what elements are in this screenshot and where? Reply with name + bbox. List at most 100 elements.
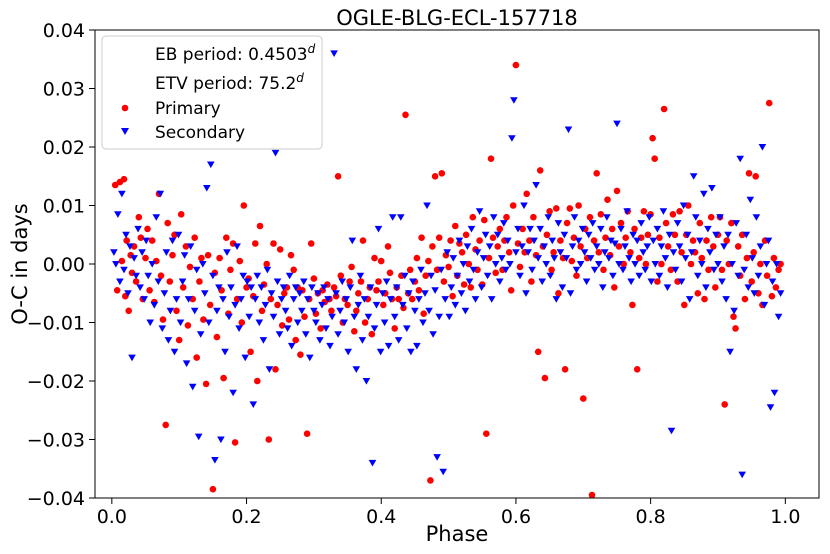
primary-point bbox=[395, 295, 403, 303]
secondary-point bbox=[120, 266, 128, 274]
primary-point bbox=[765, 99, 773, 107]
secondary-point bbox=[142, 237, 150, 245]
primary-point bbox=[435, 234, 443, 241]
y-tick-label: −0.04 bbox=[27, 488, 85, 510]
primary-point bbox=[721, 401, 728, 408]
secondary-point bbox=[706, 249, 714, 256]
x-axis-title: Phase bbox=[426, 522, 489, 546]
secondary-point bbox=[661, 255, 670, 262]
secondary-point bbox=[772, 261, 781, 268]
secondary-point bbox=[241, 354, 249, 362]
secondary-point bbox=[231, 301, 239, 309]
primary-point bbox=[386, 269, 394, 277]
secondary-point bbox=[546, 272, 555, 280]
secondary-point bbox=[265, 366, 274, 373]
primary-point bbox=[132, 278, 140, 285]
secondary-point bbox=[508, 135, 516, 142]
secondary-point bbox=[170, 348, 179, 356]
secondary-point bbox=[233, 243, 241, 250]
primary-point bbox=[469, 213, 477, 221]
primary-point bbox=[586, 213, 594, 221]
secondary-point bbox=[748, 255, 757, 262]
secondary-point bbox=[380, 319, 389, 327]
secondary-point bbox=[110, 249, 118, 256]
primary-point bbox=[701, 295, 708, 303]
primary-point bbox=[258, 307, 266, 315]
primary-point bbox=[209, 485, 217, 493]
secondary-point bbox=[326, 342, 334, 350]
primary-point bbox=[330, 284, 338, 291]
primary-point bbox=[328, 307, 335, 315]
primary-point bbox=[377, 257, 385, 265]
secondary-point bbox=[205, 319, 213, 327]
legend-primary-marker bbox=[121, 104, 129, 112]
secondary-point bbox=[722, 296, 730, 303]
primary-point bbox=[487, 155, 495, 162]
primary-point bbox=[278, 322, 286, 329]
secondary-point bbox=[605, 255, 613, 262]
secondary-point bbox=[621, 243, 629, 250]
primary-point bbox=[707, 213, 715, 221]
secondary-point bbox=[390, 313, 399, 321]
secondary-point bbox=[439, 468, 447, 476]
secondary-point bbox=[176, 319, 185, 327]
secondary-point bbox=[338, 278, 346, 286]
secondary-point bbox=[641, 266, 649, 274]
primary-point bbox=[476, 237, 483, 244]
legend-secondary-marker bbox=[121, 128, 129, 135]
secondary-point bbox=[469, 266, 478, 274]
primary-point bbox=[361, 319, 369, 326]
secondary-point bbox=[310, 307, 318, 315]
secondary-point bbox=[237, 296, 245, 303]
secondary-point bbox=[615, 261, 623, 268]
secondary-point bbox=[481, 231, 490, 239]
secondary-point bbox=[166, 307, 175, 315]
secondary-point bbox=[388, 214, 397, 221]
secondary-point bbox=[530, 237, 538, 245]
secondary-point bbox=[536, 225, 544, 233]
primary-point bbox=[752, 173, 759, 180]
secondary-point bbox=[576, 261, 585, 268]
primary-point bbox=[563, 219, 571, 227]
secondary-point bbox=[633, 237, 641, 245]
secondary-point bbox=[190, 307, 199, 315]
primary-point bbox=[503, 213, 510, 221]
primary-point bbox=[489, 234, 497, 241]
primary-point bbox=[519, 225, 526, 233]
primary-point bbox=[485, 254, 493, 262]
secondary-point bbox=[213, 307, 221, 315]
secondary-point bbox=[247, 284, 255, 291]
secondary-point bbox=[279, 284, 288, 291]
primary-point bbox=[698, 254, 706, 262]
secondary-point bbox=[423, 202, 431, 210]
primary-point bbox=[750, 249, 757, 256]
secondary-point bbox=[574, 237, 583, 245]
secondary-point bbox=[295, 290, 304, 297]
secondary-point bbox=[643, 243, 652, 250]
secondary-point bbox=[304, 296, 312, 303]
primary-point bbox=[757, 260, 764, 268]
secondary-point bbox=[243, 278, 251, 286]
primary-point bbox=[357, 278, 365, 285]
legend-box bbox=[101, 35, 323, 150]
secondary-point bbox=[409, 278, 417, 286]
primary-point bbox=[509, 202, 517, 209]
primary-point bbox=[705, 266, 712, 274]
secondary-point bbox=[112, 261, 120, 268]
primary-point bbox=[536, 167, 544, 174]
secondary-point bbox=[542, 261, 550, 268]
primary-point bbox=[728, 219, 735, 227]
primary-point bbox=[507, 287, 515, 294]
legend-primary-label: Primary bbox=[155, 99, 221, 119]
secondary-point bbox=[590, 266, 599, 274]
primary-point bbox=[177, 211, 185, 218]
secondary-point bbox=[441, 296, 449, 303]
secondary-point bbox=[427, 272, 435, 280]
secondary-point bbox=[712, 231, 720, 239]
secondary-point bbox=[235, 325, 243, 332]
legend: EB period: 0.4503d ETV period: 75.2d Pri… bbox=[101, 35, 323, 150]
primary-point bbox=[622, 234, 629, 241]
secondary-point bbox=[770, 389, 779, 397]
secondary-point bbox=[734, 272, 742, 280]
secondary-point bbox=[609, 272, 617, 280]
